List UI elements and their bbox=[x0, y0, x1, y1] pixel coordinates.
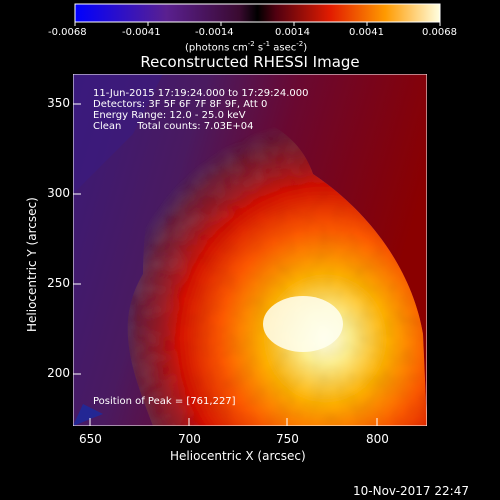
x-tick-label: 700 bbox=[178, 432, 201, 446]
plot-ticks bbox=[73, 103, 378, 426]
colorbar-tick-label: 0.0014 bbox=[275, 27, 310, 38]
x-tick-label: 650 bbox=[79, 432, 102, 446]
colorbar-tick-label: 0.0041 bbox=[349, 27, 384, 38]
info-detectors: Detectors: 3F 5F 6F 7F 8F 9F, Att 0 bbox=[93, 99, 268, 110]
image-dark-corner bbox=[73, 404, 103, 426]
info-energy-range: Energy Range: 12.0 - 25.0 keV bbox=[93, 110, 246, 121]
y-tick-label: 350 bbox=[47, 96, 70, 110]
colorbar bbox=[74, 3, 441, 26]
y-tick-label: 300 bbox=[47, 186, 70, 200]
rhessi-image bbox=[73, 74, 427, 426]
generated-timestamp: 10-Nov-2017 22:47 bbox=[353, 484, 469, 498]
colorbar-ticks bbox=[74, 22, 441, 26]
x-axis-label: Heliocentric X (arcsec) bbox=[170, 449, 306, 463]
emission-source bbox=[127, 113, 427, 426]
x-tick-label: 750 bbox=[276, 432, 299, 446]
y-tick-label: 250 bbox=[47, 276, 70, 290]
x-tick-label: 800 bbox=[366, 432, 389, 446]
colorbar-tick-label: -0.0041 bbox=[122, 27, 161, 38]
colorbar-tick-label: 0.0068 bbox=[422, 27, 457, 38]
emission-peak bbox=[263, 296, 343, 352]
image-purple-region bbox=[73, 74, 163, 194]
peak-position: Position of Peak = [761,227] bbox=[93, 396, 236, 407]
info-time-range: 11-Jun-2015 17:19:24.000 to 17:29:24.000 bbox=[93, 88, 309, 99]
y-tick-label: 200 bbox=[47, 366, 70, 380]
colorbar-tick-label: -0.0068 bbox=[48, 27, 87, 38]
colorbar-tick-label: -0.0014 bbox=[195, 27, 234, 38]
y-axis-label: Heliocentric Y (arcsec) bbox=[25, 197, 39, 332]
info-clean-counts: Clean Total counts: 7.03E+04 bbox=[93, 121, 254, 132]
colorbar-gradient bbox=[74, 3, 441, 23]
colorbar-units: (photons cm-2 s-1 asec-2) bbox=[185, 40, 308, 54]
plot-title: Reconstructed RHESSI Image bbox=[140, 53, 360, 71]
